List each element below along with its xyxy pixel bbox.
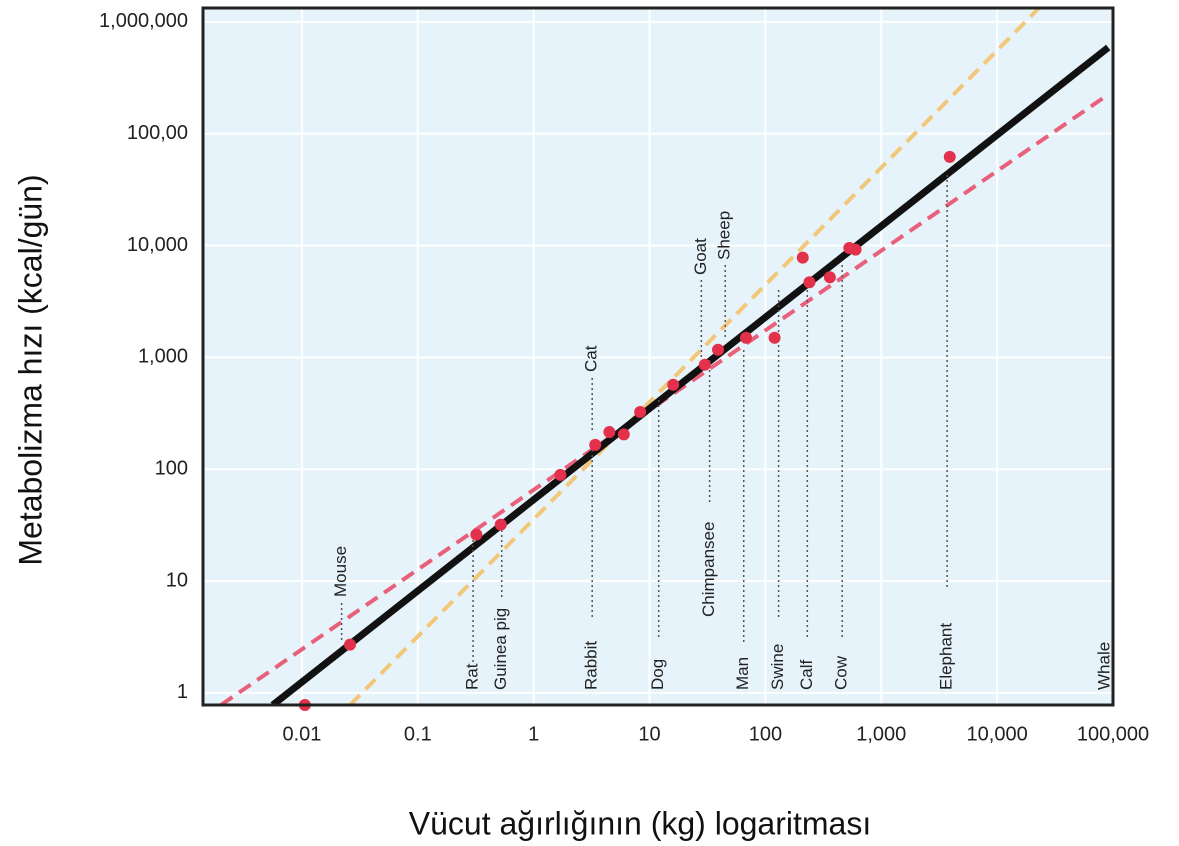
x-tick-label: 1 [528,723,539,745]
x-axis-title: Vücut ağırlığının (kg) logaritması [409,805,871,841]
y-tick-label: 100,00 [127,122,188,144]
grid [203,8,1113,705]
annotations: Mouse Rat Guinea pig Rabbit Cat Dog Chimpansee… [331,175,1113,690]
data-point [943,150,956,163]
data-point [344,638,357,651]
data-point [712,343,725,356]
data-point [768,331,781,344]
data-point [554,468,567,481]
y-tick-label: 1,000,000 [99,10,188,32]
annotation-label: Guinea pig [491,608,510,690]
data-point [634,405,647,418]
data-point [617,428,630,441]
annotation-label: Mouse [331,546,350,597]
data-point [494,518,507,531]
trend-line [348,8,1041,705]
x-tick-label: 10,000 [967,723,1028,745]
data-point [849,243,862,256]
annotation-label: Rabbit [582,641,601,690]
data-point [667,378,680,391]
annotation-label: Goat [691,238,710,275]
y-tick-label: 10 [166,569,188,591]
annotation-label: Dog [648,659,667,690]
data-point [739,331,752,344]
annotation-label: Rat [463,663,482,690]
data-point [589,438,602,451]
trend-line [270,44,1111,705]
y-axis-title: Metabolizma hızı (kcal/gün) [12,174,48,565]
x-tick-label: 10 [638,723,660,745]
annotation-label: Elephant [937,623,956,690]
data-point [796,251,809,264]
annotation-label: Swine [768,644,787,690]
x-tick-label: 100 [749,723,782,745]
data-point [803,276,816,289]
y-tick-label: 1,000 [138,346,188,368]
y-tick-label: 10,000 [127,234,188,256]
points [298,150,956,711]
annotation-label: Chimpansee [699,522,718,617]
annotation-label: Cow [832,655,851,690]
x-tick-label: 0.1 [404,723,432,745]
y-tick-label: 1 [177,681,188,703]
plot-frame [201,6,1115,707]
x-tick-label: 100,000 [1077,723,1149,745]
y-tick-label: 100 [155,458,188,480]
lines [219,8,1111,705]
ticks: 0.01 0.1 1 10 100 1,000 10,000 100,000 1 10 100 1,0… [99,10,1149,745]
x-tick-label: 1,000 [856,723,906,745]
data-point [603,426,616,439]
x-tick-label: 0.01 [282,723,321,745]
annotation-label: Man [733,657,752,690]
annotation-label: Cat [582,345,601,372]
annotation-label: Sheep [715,211,734,260]
data-point [470,528,483,541]
data-point [823,271,836,284]
annotation-label: Whale [1094,642,1113,690]
data-point [698,358,711,371]
annotation-label: Calf [797,659,816,690]
